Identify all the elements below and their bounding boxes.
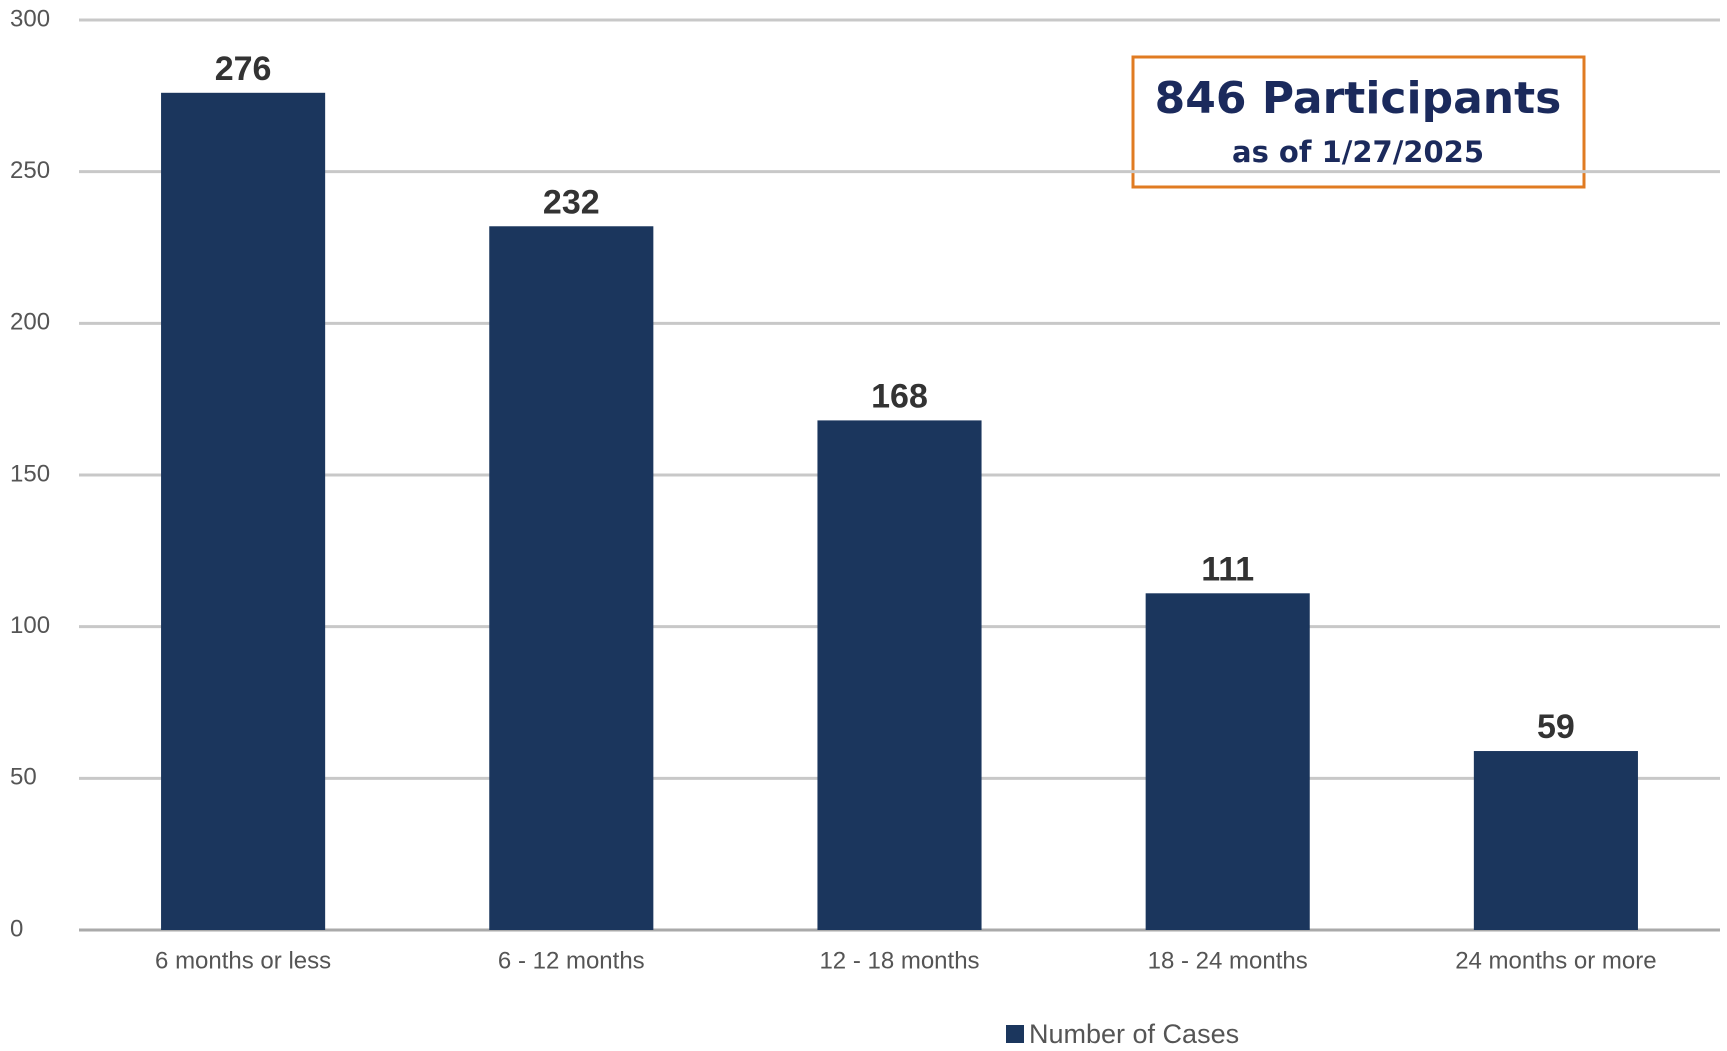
- x-tick-label: 6 months or less: [155, 947, 331, 974]
- x-tick-label: 6 - 12 months: [498, 947, 645, 974]
- data-label: 59: [1537, 708, 1575, 746]
- data-label: 276: [215, 50, 272, 88]
- x-tick-label: 12 - 18 months: [819, 947, 979, 974]
- bar: [161, 92, 326, 931]
- bar: [817, 420, 982, 930]
- y-tick-label: 300: [10, 5, 50, 32]
- legend-label: Number of Cases: [1029, 1019, 1239, 1049]
- y-tick-label: 100: [10, 612, 50, 639]
- y-tick-label: 200: [10, 309, 50, 336]
- legend-swatch: [1006, 1025, 1024, 1043]
- bar: [489, 226, 654, 930]
- annotation-title: 846 Participants: [1155, 73, 1562, 124]
- annotation-box: [1131, 55, 1586, 189]
- annotation-subtitle: as of 1/27/2025: [1232, 135, 1484, 169]
- y-tick-label: 150: [10, 460, 50, 487]
- data-label: 111: [1201, 550, 1254, 588]
- x-tick-label: 24 months or more: [1455, 947, 1656, 974]
- y-tick-label: 0: [10, 915, 23, 942]
- data-label: 168: [871, 377, 928, 415]
- x-tick-label: 18 - 24 months: [1148, 947, 1308, 974]
- y-tick-label: 50: [10, 764, 37, 791]
- bar: [1145, 593, 1310, 930]
- bar: [1473, 751, 1638, 930]
- data-label: 232: [543, 183, 600, 221]
- y-tick-label: 250: [10, 157, 50, 184]
